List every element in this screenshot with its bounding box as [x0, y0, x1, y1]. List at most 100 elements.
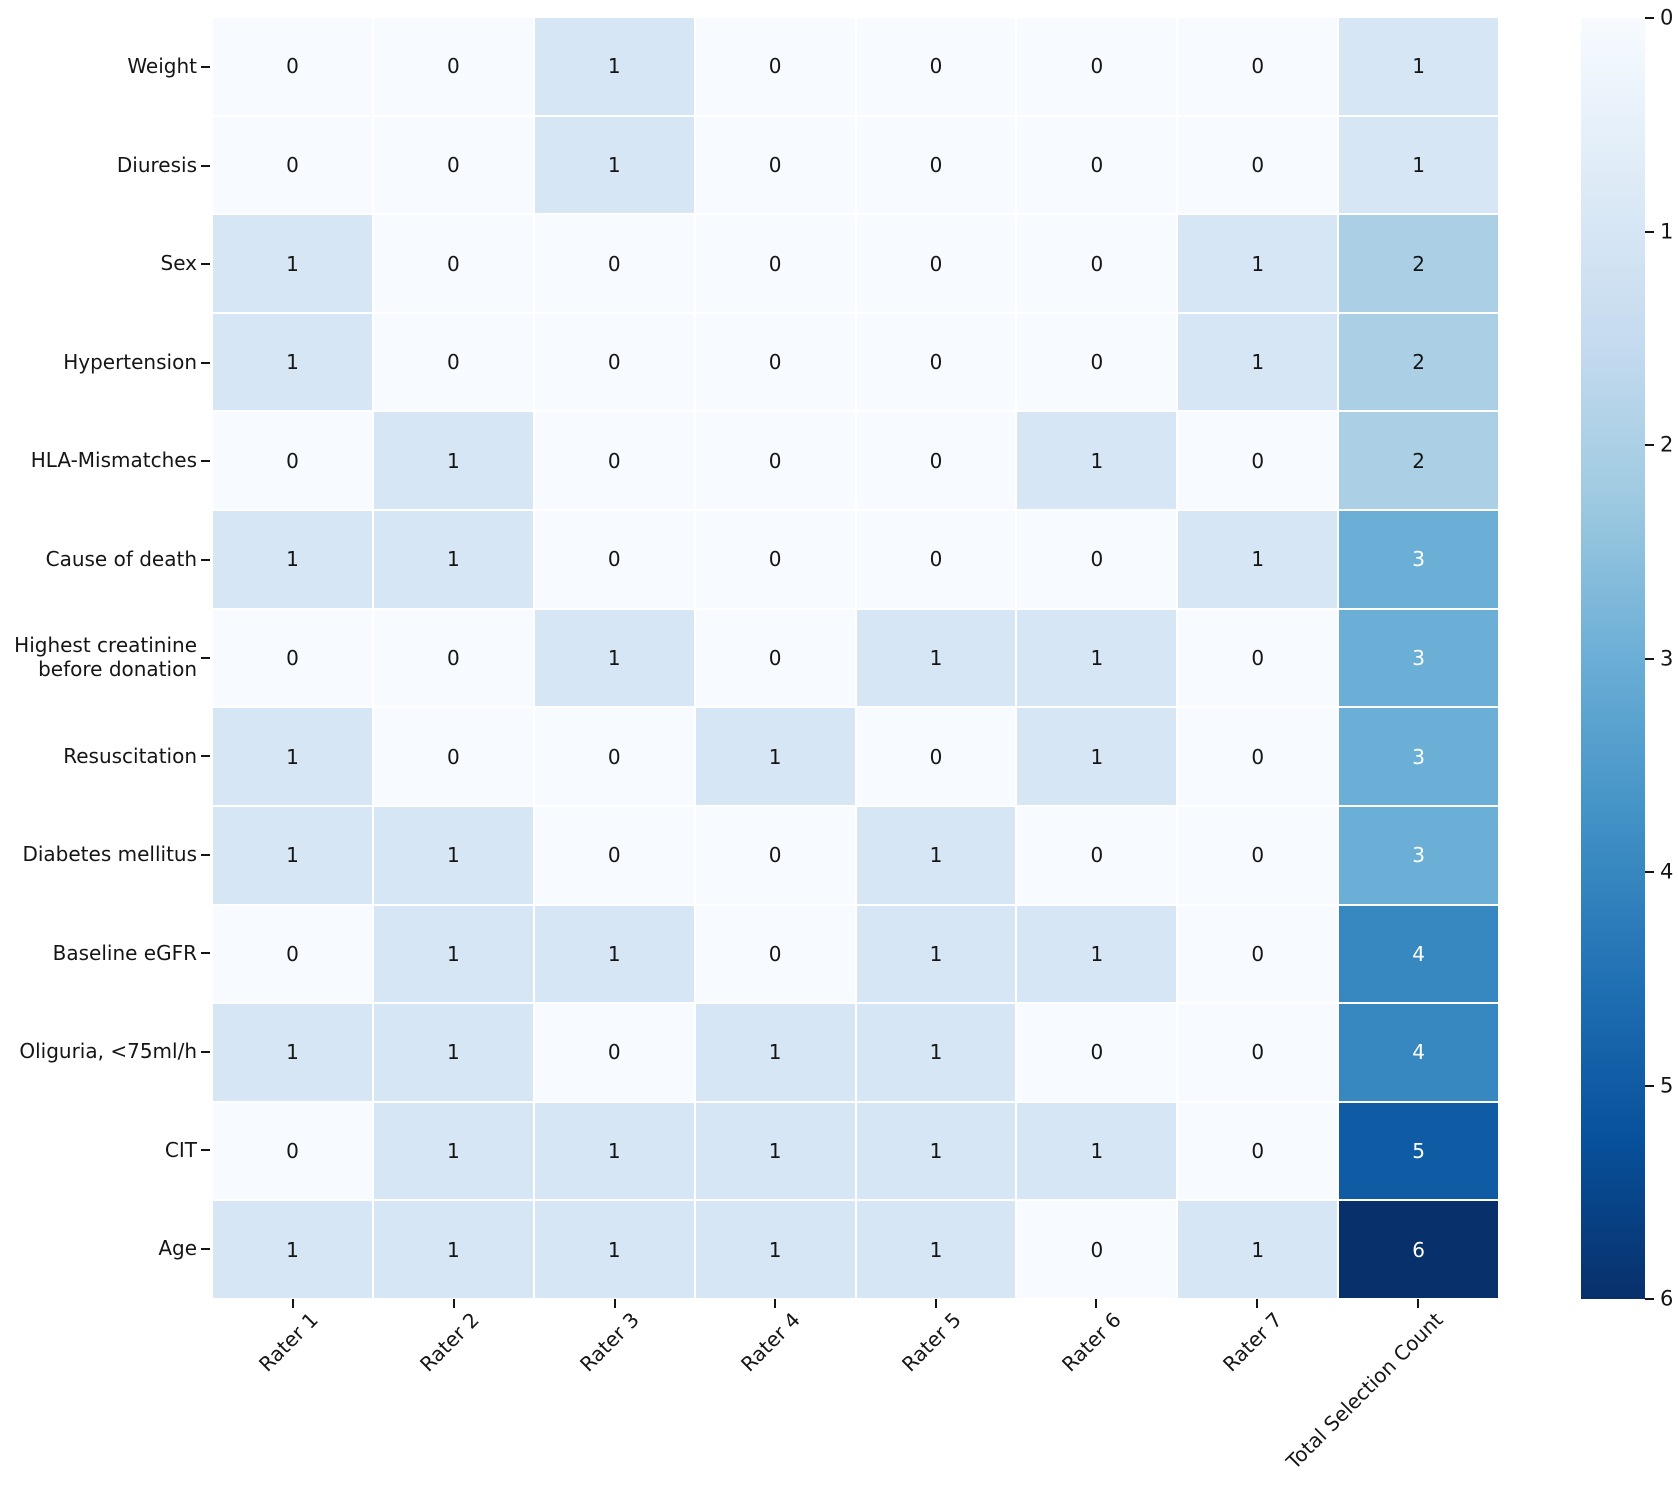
y-tick-label: Age — [158, 1235, 197, 1260]
colorbar-tick-label: 3 — [1660, 646, 1674, 670]
colorbar-tick-label: 4 — [1660, 859, 1674, 884]
colorbar-tick-label: 0 — [1660, 5, 1674, 30]
y-tick-mark — [201, 853, 210, 856]
heatmap-cell: 1 — [213, 1201, 372, 1298]
y-tick-mark — [201, 361, 210, 364]
heatmap-cell: 0 — [534, 806, 694, 904]
y-tick-mark — [201, 263, 210, 266]
y-tick-mark — [201, 755, 210, 758]
y-tick-label: CIT — [164, 1137, 197, 1162]
x-tick-label: Rater 4 — [736, 1307, 805, 1377]
heatmap-cell: 0 — [856, 313, 1016, 411]
colorbar-tick-mark — [1645, 1298, 1654, 1300]
heatmap-cell: 1 — [695, 1201, 855, 1298]
y-tick-label: Diuresis — [116, 152, 197, 177]
x-tick-label: Rater 3 — [575, 1307, 645, 1377]
heatmap-cell: 0 — [1178, 1004, 1338, 1101]
x-tick-mark — [292, 1299, 295, 1308]
heatmap-cell: 3 — [1339, 708, 1498, 805]
heatmap-cell: 1 — [1017, 708, 1177, 805]
heatmap-cell: 0 — [534, 1004, 694, 1101]
x-tick-label: Rater 1 — [254, 1307, 323, 1377]
heatmap-cell: 1 — [373, 905, 533, 1003]
heatmap-cell: 2 — [1339, 313, 1498, 411]
heatmap-cell: 0 — [213, 412, 372, 510]
x-tick-mark — [1256, 1299, 1259, 1308]
heatmap-cell: 0 — [213, 609, 372, 707]
heatmap-cell: 0 — [1178, 116, 1338, 214]
colorbar-tick-mark — [1645, 871, 1654, 873]
heatmap-cell: 1 — [534, 609, 694, 707]
heatmap-cell: 0 — [695, 905, 855, 1003]
heatmap-cell: 0 — [1017, 215, 1177, 312]
heatmap-cell: 0 — [213, 1102, 372, 1200]
heatmap-cell: 1 — [213, 313, 372, 411]
y-tick-mark — [201, 558, 210, 561]
x-tick-mark — [934, 1299, 937, 1308]
heatmap-cell: 0 — [1017, 313, 1177, 411]
heatmap-cell: 0 — [695, 806, 855, 904]
heatmap-cell: 1 — [695, 1102, 855, 1200]
x-tick-label: Rater 6 — [1057, 1307, 1126, 1377]
y-tick-mark — [201, 1247, 210, 1250]
heatmap-cell: 0 — [1017, 511, 1177, 608]
heatmap-cell: 0 — [1178, 18, 1338, 115]
x-tick-mark — [452, 1299, 455, 1308]
heatmap-cell: 0 — [695, 116, 855, 214]
colorbar — [1581, 18, 1645, 1299]
heatmap-cell: 0 — [373, 708, 533, 805]
heatmap-cell: 1 — [856, 905, 1016, 1003]
heatmap-cell: 1 — [1178, 511, 1338, 608]
heatmap-cell: 1 — [373, 1102, 533, 1200]
heatmap-cell: 0 — [856, 412, 1016, 510]
heatmap-cell: 1 — [1017, 609, 1177, 707]
heatmap-cell: 0 — [695, 18, 855, 115]
colorbar-tick-mark — [1645, 657, 1654, 660]
heatmap-cell: 3 — [1339, 806, 1498, 904]
x-tick-label: Rater 7 — [1217, 1307, 1287, 1377]
y-tick-label: Sex — [160, 251, 197, 276]
y-tick-label: Oliguria, <75ml/h — [19, 1039, 197, 1064]
heatmap-cell: 0 — [534, 215, 694, 312]
heatmap-cell: 0 — [856, 708, 1016, 805]
heatmap-cell: 3 — [1339, 609, 1498, 707]
heatmap-cell: 1 — [213, 215, 372, 312]
heatmap-cell: 0 — [695, 511, 855, 608]
heatmap-cell: 0 — [373, 313, 533, 411]
heatmap-cell: 1 — [1178, 313, 1338, 411]
x-tick-label: Rater 2 — [414, 1307, 484, 1377]
y-tick-label: Hypertension — [63, 349, 197, 374]
x-tick-mark — [1095, 1299, 1098, 1308]
heatmap-cell: 1 — [856, 1102, 1016, 1200]
heatmap-cell: 1 — [213, 1004, 372, 1101]
colorbar-tick-label: 2 — [1660, 432, 1674, 457]
y-tick-label: Baseline eGFR — [52, 940, 197, 965]
heatmap-cell: 1 — [213, 806, 372, 904]
heatmap-cell: 1 — [534, 18, 694, 115]
heatmap-cell: 0 — [1017, 806, 1177, 904]
heatmap-cell: 0 — [856, 511, 1016, 608]
heatmap-cell: 1 — [1178, 1201, 1338, 1298]
heatmap-cell: 1 — [1017, 905, 1177, 1003]
heatmap-cell: 1 — [213, 708, 372, 805]
heatmap-cell: 1 — [1178, 215, 1338, 312]
heatmap-cell: 0 — [1178, 806, 1338, 904]
heatmap-cell: 1 — [373, 511, 533, 608]
heatmap-cell: 0 — [1178, 905, 1338, 1003]
heatmap-cell: 0 — [1017, 1201, 1177, 1298]
heatmap-cell: 0 — [373, 18, 533, 115]
y-tick-label: Weight — [127, 54, 197, 79]
heatmap-cell: 1 — [856, 806, 1016, 904]
heatmap-cell: 0 — [695, 609, 855, 707]
x-tick-mark — [774, 1299, 777, 1308]
y-tick-mark — [201, 1050, 210, 1053]
colorbar-tick-mark — [1645, 17, 1654, 19]
colorbar-tick-label: 1 — [1660, 219, 1674, 243]
heatmap-cell: 0 — [1178, 609, 1338, 707]
heatmap-cell: 1 — [534, 1201, 694, 1298]
heatmap-cell: 0 — [213, 116, 372, 214]
heatmap-cell: 0 — [695, 215, 855, 312]
colorbar-tick-mark — [1645, 444, 1654, 446]
heatmap-cell: 1 — [373, 806, 533, 904]
